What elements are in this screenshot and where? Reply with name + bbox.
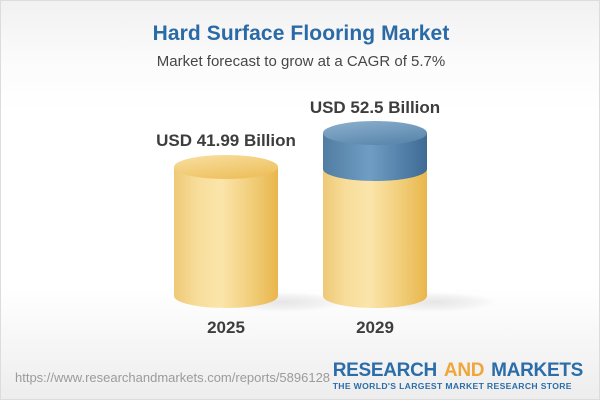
page-title: Hard Surface Flooring Market <box>152 22 450 45</box>
research-and-markets-logo: RESEARCH AND MARKETS THE WORLD'S LARGEST… <box>332 360 584 392</box>
value-label-2029: USD 52.5 Billion <box>309 98 441 117</box>
category-label-2025: 2025 <box>207 318 245 337</box>
cylinder-2025 <box>174 155 278 308</box>
shadow-2029 <box>372 292 496 312</box>
category-label-2029: 2029 <box>356 318 394 337</box>
logo-word-and: AND <box>443 360 485 381</box>
logo-tagline: THE WORLD'S LARGEST MARKET RESEARCH STOR… <box>332 381 572 391</box>
logo-wordmark: RESEARCH AND MARKETS <box>332 360 584 381</box>
value-label-2025: USD 41.99 Billion <box>156 131 296 150</box>
shadow-2025 <box>222 292 346 312</box>
page-subtitle: Market forecast to grow at a CAGR of 5.7… <box>156 53 446 70</box>
logo-word-research: RESEARCH <box>332 360 438 381</box>
logo-word-markets: MARKETS <box>491 360 583 381</box>
report-url: https://www.researchandmarkets.com/repor… <box>15 370 331 385</box>
